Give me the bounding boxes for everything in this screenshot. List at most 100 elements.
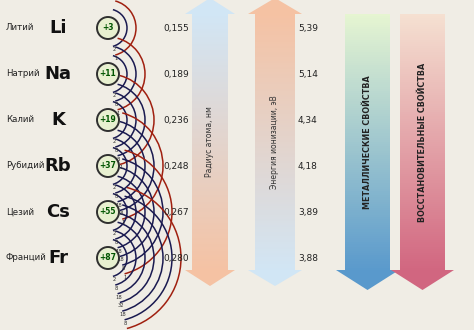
Bar — [255, 255, 295, 257]
Bar — [400, 168, 445, 170]
Bar — [400, 185, 445, 187]
Bar — [400, 200, 445, 202]
Bar — [192, 123, 228, 125]
Bar — [192, 236, 228, 238]
Bar — [345, 112, 390, 114]
Bar — [345, 185, 390, 187]
Bar — [192, 93, 228, 95]
Text: МЕТАЛЛИЧЕСКИЕ СВОЙСТВА: МЕТАЛЛИЧЕСКИЕ СВОЙСТВА — [363, 75, 372, 209]
Circle shape — [97, 247, 119, 269]
Bar — [345, 144, 390, 146]
Bar — [192, 148, 228, 150]
Bar — [255, 174, 295, 176]
Bar — [345, 172, 390, 174]
Bar — [192, 63, 228, 65]
Bar — [400, 97, 445, 99]
Bar — [400, 213, 445, 214]
Bar — [192, 84, 228, 86]
Bar — [192, 74, 228, 76]
Bar — [345, 168, 390, 170]
Bar — [255, 187, 295, 189]
Bar — [192, 202, 228, 204]
Bar — [400, 50, 445, 52]
Bar — [192, 70, 228, 72]
Bar — [192, 232, 228, 234]
Bar — [345, 232, 390, 234]
Text: 1: 1 — [117, 111, 120, 116]
Bar — [192, 178, 228, 181]
Bar — [400, 165, 445, 168]
Bar — [345, 234, 390, 236]
Circle shape — [97, 201, 119, 223]
Bar — [345, 72, 390, 74]
Text: Cs: Cs — [46, 203, 70, 221]
Bar — [345, 35, 390, 38]
Bar — [345, 65, 390, 67]
Bar — [255, 136, 295, 138]
Bar — [192, 46, 228, 48]
Bar — [400, 112, 445, 114]
Bar — [192, 44, 228, 46]
Bar — [400, 59, 445, 61]
Bar — [400, 129, 445, 131]
Bar — [255, 59, 295, 61]
Bar — [255, 118, 295, 121]
Bar — [400, 240, 445, 242]
Bar — [345, 125, 390, 127]
Bar — [255, 202, 295, 204]
Bar — [400, 74, 445, 76]
Bar — [345, 219, 390, 221]
Bar — [255, 14, 295, 16]
Bar — [400, 182, 445, 185]
Bar — [400, 178, 445, 181]
Bar — [192, 214, 228, 217]
Bar — [255, 150, 295, 153]
Text: 2: 2 — [112, 185, 116, 190]
Bar — [400, 93, 445, 95]
Bar — [255, 191, 295, 193]
Text: ВОССТАНОВИТЕЛЬНЫЕ СВОЙСТВА: ВОССТАНОВИТЕЛЬНЫЕ СВОЙСТВА — [418, 62, 427, 222]
Bar — [192, 208, 228, 210]
Text: 8: 8 — [119, 212, 123, 216]
Bar — [345, 70, 390, 72]
Bar — [255, 108, 295, 110]
Bar — [192, 16, 228, 18]
Bar — [400, 148, 445, 150]
Bar — [192, 257, 228, 259]
Bar — [192, 38, 228, 40]
Bar — [400, 42, 445, 44]
Bar — [345, 29, 390, 31]
Bar — [345, 74, 390, 76]
Bar — [255, 176, 295, 178]
Bar — [400, 76, 445, 78]
Bar — [345, 142, 390, 144]
Bar — [192, 251, 228, 253]
Bar — [345, 95, 390, 97]
Bar — [255, 52, 295, 54]
Text: 1: 1 — [119, 165, 123, 170]
Bar — [192, 27, 228, 29]
Bar — [255, 142, 295, 144]
Bar — [255, 91, 295, 93]
Bar — [400, 70, 445, 72]
Bar — [400, 187, 445, 189]
Bar — [255, 97, 295, 99]
Bar — [255, 78, 295, 80]
Bar — [192, 242, 228, 245]
Polygon shape — [185, 270, 235, 286]
Bar — [400, 191, 445, 193]
Bar — [255, 238, 295, 240]
Bar — [192, 121, 228, 123]
Text: 4,34: 4,34 — [298, 115, 318, 124]
Bar — [400, 125, 445, 127]
Bar — [400, 86, 445, 89]
Text: 8: 8 — [115, 240, 118, 245]
Bar — [192, 189, 228, 191]
Bar — [255, 125, 295, 127]
Bar — [255, 181, 295, 182]
Bar — [345, 236, 390, 238]
Bar — [192, 91, 228, 93]
Bar — [345, 253, 390, 255]
Bar — [345, 54, 390, 57]
Bar — [345, 108, 390, 110]
